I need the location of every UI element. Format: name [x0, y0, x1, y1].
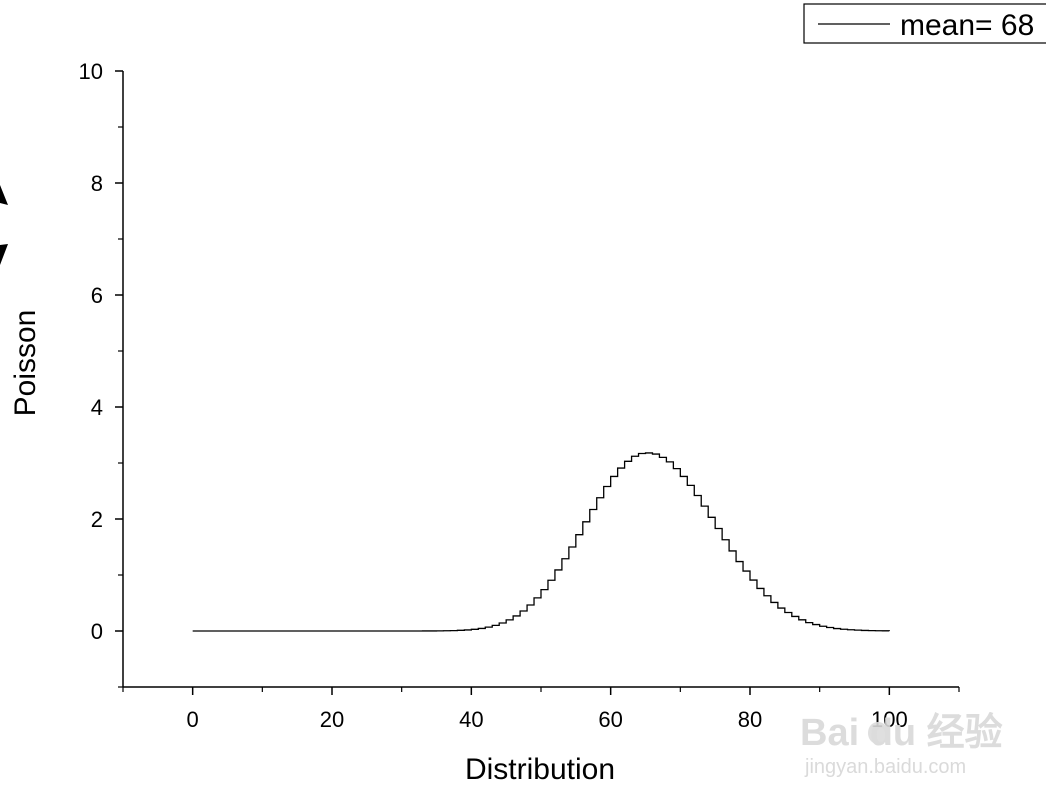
x-tick-label: 20 [320, 707, 344, 732]
x-tick-label: 40 [459, 707, 483, 732]
series-line-0 [192, 452, 890, 632]
legend: mean= 68 [803, 3, 1046, 44]
y-tick-label: 0 [91, 619, 103, 644]
y-tick-label: 10 [79, 59, 103, 84]
rotate-arrow-icon [0, 185, 8, 265]
x-tick-label: 80 [738, 707, 762, 732]
y-axis-title: Poisson [9, 310, 42, 417]
watermark-url: jingyan.baidu.com [804, 756, 966, 778]
x-tick-label: 0 [187, 707, 199, 732]
y-tick-label: 8 [91, 171, 103, 196]
y-tick-label: 2 [91, 507, 103, 532]
series-layer [192, 452, 890, 632]
watermark-brand: Bai du 经验 [800, 712, 1003, 754]
x-tick-label: 60 [598, 707, 622, 732]
paw-logo-icon [868, 722, 888, 744]
y-tick-label: 4 [91, 395, 103, 420]
legend-label: mean= 68 [900, 9, 1034, 42]
y-tick-label: 6 [91, 283, 103, 308]
watermark: Bai du 经验 jingyan.baidu.com [800, 712, 1003, 778]
x-axis-title: Distribution [465, 753, 615, 786]
